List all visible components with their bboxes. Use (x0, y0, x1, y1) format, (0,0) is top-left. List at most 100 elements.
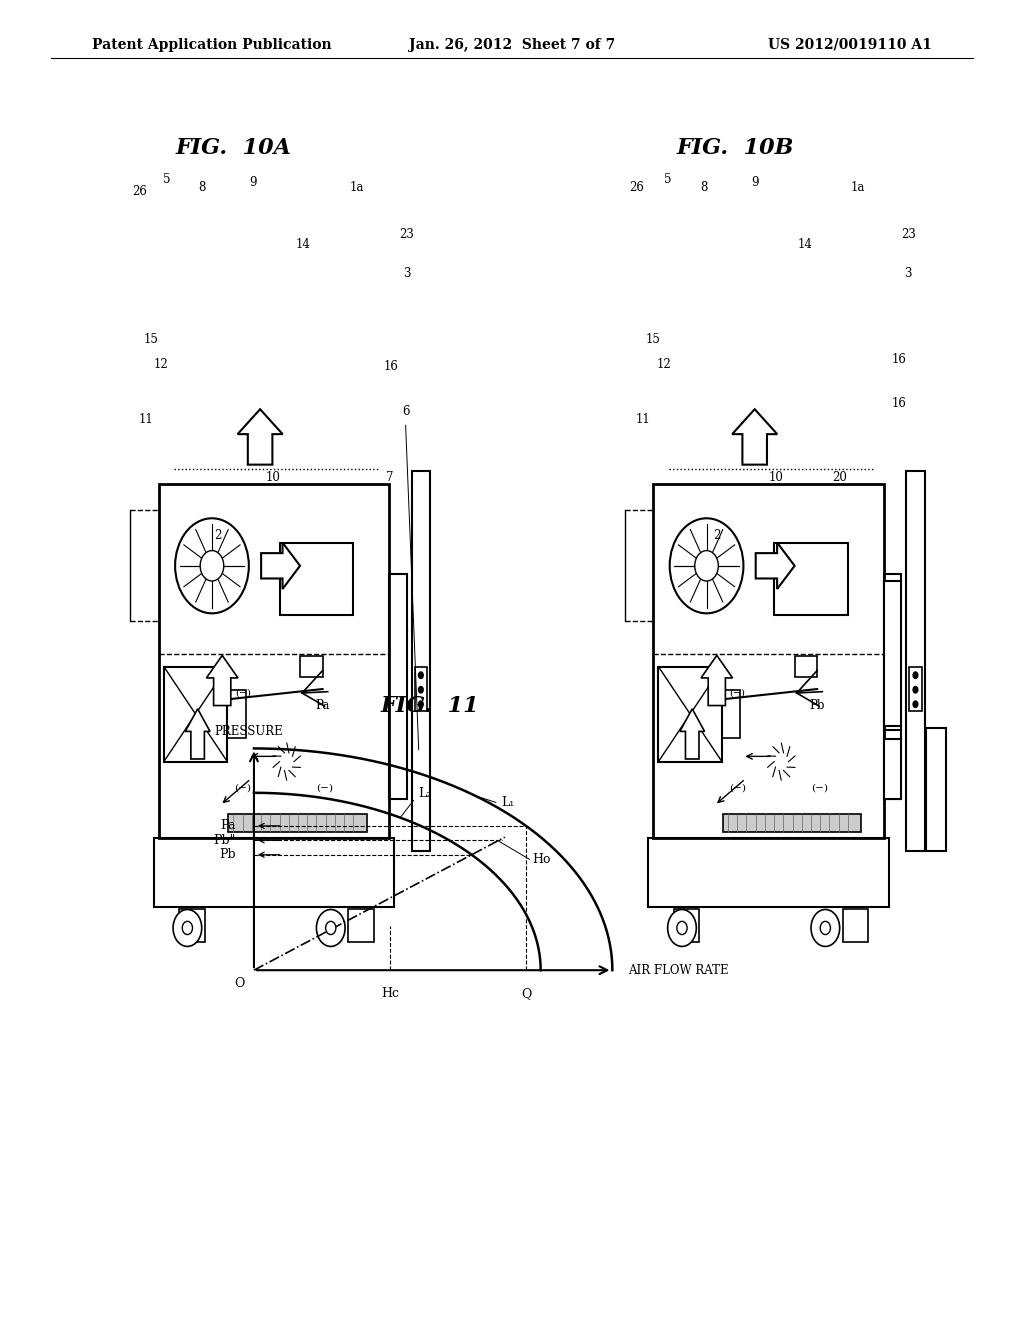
Text: (−): (−) (811, 784, 827, 792)
Text: 8: 8 (198, 181, 206, 194)
Bar (164, 667, 227, 762)
Text: 1a: 1a (851, 181, 865, 194)
Text: L₂: L₂ (419, 787, 432, 800)
Text: 9: 9 (751, 176, 759, 189)
Text: FIG.  11: FIG. 11 (381, 696, 479, 717)
Polygon shape (732, 409, 777, 465)
Circle shape (418, 701, 424, 709)
Text: (−): (−) (729, 784, 745, 792)
Text: FIG.  10A: FIG. 10A (175, 137, 292, 158)
Bar (653, 484, 884, 838)
Circle shape (912, 672, 919, 680)
Polygon shape (185, 709, 210, 759)
Polygon shape (756, 543, 795, 589)
Text: 14: 14 (296, 238, 310, 251)
Bar (348, 909, 374, 942)
Text: 11: 11 (139, 413, 154, 426)
Text: 3: 3 (904, 267, 912, 280)
Bar (906, 471, 925, 851)
Polygon shape (701, 655, 732, 705)
Circle shape (694, 550, 719, 581)
Polygon shape (680, 709, 705, 759)
Polygon shape (207, 655, 238, 705)
Circle shape (418, 672, 424, 680)
Text: 12: 12 (656, 358, 671, 371)
Bar (280, 543, 353, 615)
Circle shape (912, 701, 919, 709)
Bar (723, 814, 861, 832)
Bar (795, 656, 817, 677)
Text: 3: 3 (402, 267, 411, 280)
Circle shape (182, 921, 193, 935)
Bar (843, 909, 868, 942)
Text: 10: 10 (769, 471, 783, 484)
Text: Pb: Pb (809, 700, 825, 711)
Text: 15: 15 (144, 333, 159, 346)
Text: L₁: L₁ (501, 796, 514, 809)
Text: FIG.  10B: FIG. 10B (677, 137, 794, 158)
Text: 15: 15 (646, 333, 660, 346)
Text: (−): (−) (234, 689, 251, 698)
Bar (228, 814, 367, 832)
Bar (884, 739, 901, 799)
Text: 23: 23 (399, 228, 414, 242)
Text: Pb": Pb" (213, 834, 236, 847)
Circle shape (418, 686, 424, 694)
Text: 26: 26 (132, 185, 146, 198)
Text: 2: 2 (713, 529, 721, 543)
Bar (159, 484, 389, 838)
Bar (415, 668, 427, 711)
Bar (658, 667, 722, 762)
Circle shape (668, 909, 696, 946)
Bar (884, 581, 901, 726)
Polygon shape (238, 409, 283, 465)
Circle shape (316, 909, 345, 946)
Text: (−): (−) (234, 784, 251, 792)
Bar (648, 838, 889, 907)
Bar (154, 838, 394, 907)
Text: 16: 16 (384, 360, 398, 374)
Text: 10: 10 (266, 471, 281, 484)
Bar (674, 909, 699, 942)
Text: 16: 16 (892, 352, 906, 366)
Bar (300, 656, 323, 677)
Circle shape (811, 909, 840, 946)
Text: Jan. 26, 2012  Sheet 7 of 7: Jan. 26, 2012 Sheet 7 of 7 (409, 38, 615, 51)
Text: PRESSURE: PRESSURE (214, 725, 284, 738)
Bar (774, 543, 848, 615)
Text: Pa: Pa (220, 820, 236, 833)
Bar (909, 668, 922, 711)
Text: 8: 8 (699, 181, 708, 194)
Circle shape (677, 921, 687, 935)
Text: US 2012/0019110 A1: US 2012/0019110 A1 (768, 38, 932, 51)
Text: 16: 16 (892, 397, 906, 411)
Bar (884, 574, 901, 799)
Bar (412, 471, 430, 851)
Text: 1a: 1a (349, 181, 364, 194)
Bar (722, 690, 740, 738)
Circle shape (173, 909, 202, 946)
Text: 6: 6 (401, 405, 410, 418)
Text: Pa: Pa (315, 700, 330, 711)
Text: (−): (−) (729, 689, 745, 698)
Text: 23: 23 (901, 228, 915, 242)
Text: 5: 5 (664, 173, 672, 186)
Text: Patent Application Publication: Patent Application Publication (92, 38, 332, 51)
Text: 9: 9 (249, 176, 257, 189)
Circle shape (912, 686, 919, 694)
Text: Ho: Ho (532, 853, 551, 866)
Bar (179, 909, 205, 942)
Text: Pb: Pb (219, 849, 236, 861)
Text: Q: Q (521, 987, 531, 1001)
Text: 26: 26 (630, 181, 644, 194)
Bar (389, 574, 407, 799)
Circle shape (200, 550, 224, 581)
Text: 20: 20 (833, 471, 847, 484)
Bar (227, 690, 246, 738)
Circle shape (820, 921, 830, 935)
Text: 11: 11 (636, 413, 650, 426)
Polygon shape (261, 543, 300, 589)
Text: 7: 7 (386, 471, 394, 484)
Bar (926, 727, 946, 851)
Text: O: O (234, 977, 245, 990)
